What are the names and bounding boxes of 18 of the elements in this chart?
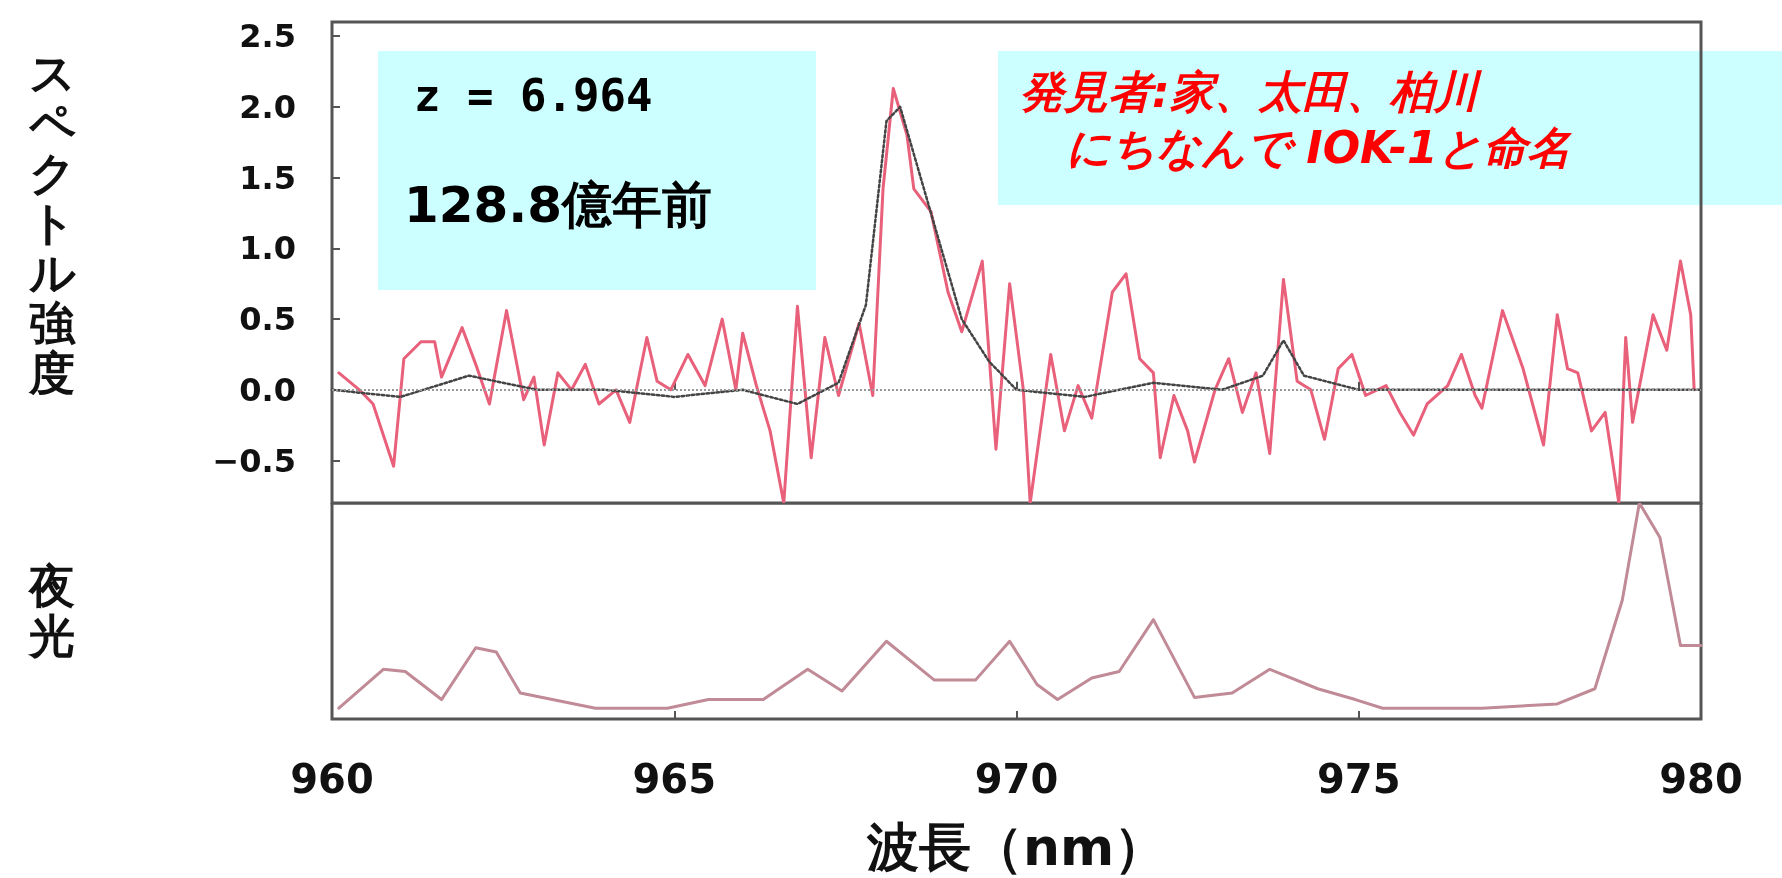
x-tick-label: 975 — [1317, 756, 1401, 802]
y-axis-title: 夜光 — [27, 559, 76, 663]
x-axis-title: 波長（nm） — [865, 817, 1167, 877]
y-tick-label: 2.5 — [239, 17, 296, 56]
y-tick-label: −0.5 — [212, 441, 296, 480]
annotation: にちなんで IOK-1と命名 — [1066, 122, 1571, 173]
y-tick-label: 0.0 — [239, 370, 296, 409]
y-tick-label: 1.5 — [239, 158, 296, 197]
y-tick-label: 2.0 — [239, 87, 296, 126]
x-tick-label: 965 — [632, 756, 716, 802]
x-tick-label: 960 — [290, 756, 374, 802]
x-tick-label: 970 — [974, 756, 1059, 802]
annotation: 128.8億年前 — [404, 176, 713, 234]
y-tick-label: 1.0 — [239, 229, 296, 268]
x-tick-label: 980 — [1659, 756, 1743, 802]
annotation: z = 6.964 — [414, 70, 653, 121]
y-axis-title: スペクトル強度 — [27, 46, 77, 400]
y-tick-label: 0.5 — [239, 300, 296, 339]
